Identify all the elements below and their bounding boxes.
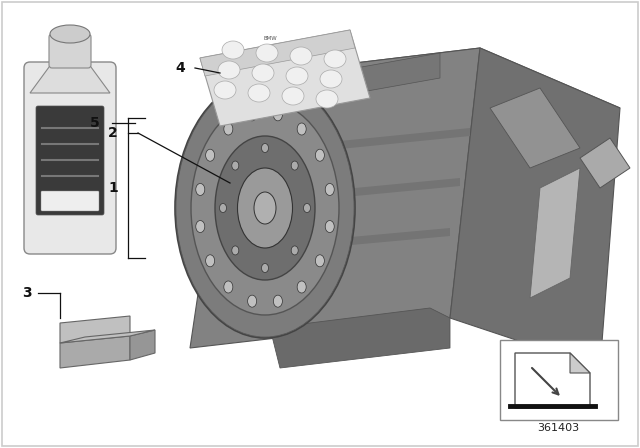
Ellipse shape xyxy=(316,90,338,108)
Ellipse shape xyxy=(262,143,269,152)
Polygon shape xyxy=(580,138,630,188)
Polygon shape xyxy=(270,308,450,368)
Ellipse shape xyxy=(224,123,233,135)
Polygon shape xyxy=(490,88,580,168)
FancyBboxPatch shape xyxy=(24,62,116,254)
Ellipse shape xyxy=(325,220,334,233)
Ellipse shape xyxy=(252,64,274,82)
Polygon shape xyxy=(250,178,460,206)
Ellipse shape xyxy=(248,84,270,102)
Text: 4: 4 xyxy=(175,61,185,75)
Ellipse shape xyxy=(232,161,239,170)
Text: 3: 3 xyxy=(22,286,32,300)
Polygon shape xyxy=(230,228,450,256)
Ellipse shape xyxy=(196,184,205,195)
Ellipse shape xyxy=(224,281,233,293)
FancyBboxPatch shape xyxy=(36,106,104,215)
Polygon shape xyxy=(300,53,440,103)
Polygon shape xyxy=(30,63,110,93)
Polygon shape xyxy=(60,330,155,343)
FancyBboxPatch shape xyxy=(500,340,618,420)
Polygon shape xyxy=(60,316,130,343)
Ellipse shape xyxy=(237,168,292,248)
Text: 361403: 361403 xyxy=(537,423,579,433)
Ellipse shape xyxy=(316,255,324,267)
Ellipse shape xyxy=(290,47,312,65)
Ellipse shape xyxy=(220,203,227,212)
Polygon shape xyxy=(270,128,470,156)
Ellipse shape xyxy=(248,295,257,307)
Polygon shape xyxy=(130,330,155,360)
Text: 2: 2 xyxy=(108,126,118,140)
Ellipse shape xyxy=(262,263,269,272)
Polygon shape xyxy=(450,48,620,368)
Ellipse shape xyxy=(248,109,257,121)
Text: BMW: BMW xyxy=(263,35,277,40)
Ellipse shape xyxy=(273,109,282,121)
Polygon shape xyxy=(190,48,480,348)
Ellipse shape xyxy=(215,136,315,280)
Ellipse shape xyxy=(297,123,306,135)
Polygon shape xyxy=(60,336,130,368)
Ellipse shape xyxy=(324,50,346,68)
Ellipse shape xyxy=(303,203,310,212)
Ellipse shape xyxy=(218,61,240,79)
Ellipse shape xyxy=(291,246,298,255)
Ellipse shape xyxy=(175,78,355,338)
Ellipse shape xyxy=(191,101,339,315)
Text: 1: 1 xyxy=(108,181,118,195)
Ellipse shape xyxy=(320,70,342,88)
Ellipse shape xyxy=(282,87,304,105)
FancyBboxPatch shape xyxy=(49,34,91,68)
Polygon shape xyxy=(230,48,620,148)
Ellipse shape xyxy=(205,149,214,161)
Ellipse shape xyxy=(297,281,306,293)
Polygon shape xyxy=(570,353,590,373)
Ellipse shape xyxy=(254,192,276,224)
Polygon shape xyxy=(515,353,590,408)
Ellipse shape xyxy=(256,44,278,62)
Ellipse shape xyxy=(273,295,282,307)
Polygon shape xyxy=(200,30,355,76)
Ellipse shape xyxy=(50,25,90,43)
Ellipse shape xyxy=(291,161,298,170)
Ellipse shape xyxy=(232,246,239,255)
Ellipse shape xyxy=(205,255,214,267)
Polygon shape xyxy=(530,168,580,298)
Ellipse shape xyxy=(222,41,244,59)
Text: 5: 5 xyxy=(90,116,100,130)
FancyBboxPatch shape xyxy=(41,191,99,211)
Ellipse shape xyxy=(286,67,308,85)
Ellipse shape xyxy=(214,81,236,99)
Ellipse shape xyxy=(316,149,324,161)
Ellipse shape xyxy=(196,220,205,233)
Polygon shape xyxy=(200,30,370,126)
Ellipse shape xyxy=(325,184,334,195)
